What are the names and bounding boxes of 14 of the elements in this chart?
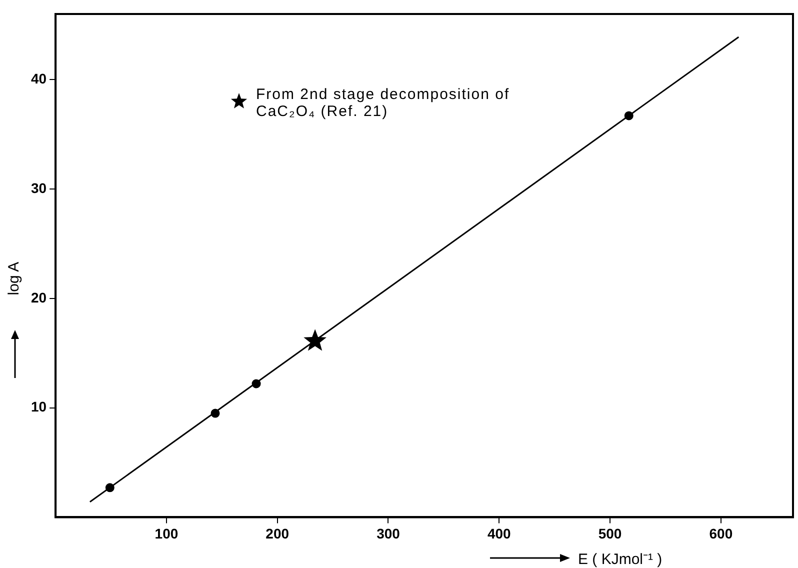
- y-tick-label: 20: [30, 289, 47, 306]
- y-tick-label: 10: [30, 398, 47, 415]
- y-axis-title: log A: [6, 260, 22, 298]
- x-axis-title: E ( KJmol⁻¹ ): [578, 550, 662, 568]
- legend-label: From 2nd stage decomposition of CaC₂O₄ (Ref. 21): [256, 86, 511, 120]
- x-tick-label: 300: [376, 525, 400, 542]
- y-tick-label: 40: [30, 70, 47, 86]
- x-tick-label: 200: [266, 525, 290, 542]
- x-tick-label: 400: [487, 525, 512, 542]
- x-tick-label: 500: [598, 525, 622, 542]
- y-tick-label: 30: [30, 180, 47, 196]
- point: [304, 329, 326, 351]
- x-tick-label: 600: [709, 525, 733, 542]
- x-tick-label: 100: [154, 525, 178, 542]
